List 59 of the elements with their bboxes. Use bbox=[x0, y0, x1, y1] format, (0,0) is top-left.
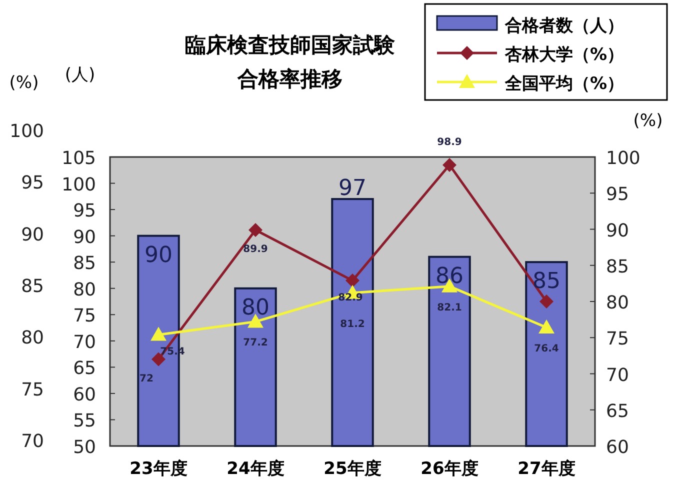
y-tick-label: 55 bbox=[73, 410, 96, 432]
y-tick-label: 70 bbox=[73, 332, 96, 353]
data-label: 90 bbox=[144, 242, 172, 268]
legend-label: 合格者数（人） bbox=[504, 16, 624, 36]
y-tick-label: 75 bbox=[73, 306, 96, 327]
data-label: 97 bbox=[338, 176, 366, 202]
point bbox=[538, 320, 554, 334]
y2-tick-label: 75 bbox=[606, 328, 629, 350]
data-label: 86 bbox=[436, 264, 464, 289]
y3-tick-label: 100 bbox=[10, 121, 44, 142]
y3-tick-label: 80 bbox=[21, 328, 44, 349]
point bbox=[248, 222, 262, 237]
y2-tick-label: 85 bbox=[606, 256, 629, 278]
data-label: 85 bbox=[532, 269, 560, 294]
chart-subtitle: 合格率推移 bbox=[236, 67, 342, 91]
y-tick-label: 90 bbox=[73, 226, 96, 248]
y2-axis-title: (%) bbox=[633, 111, 663, 131]
data-label: 77.2 bbox=[243, 338, 268, 349]
point bbox=[346, 274, 360, 288]
x-tick-label: 24年度 bbox=[226, 459, 284, 479]
y2-tick-label: 90 bbox=[606, 220, 629, 242]
x-tick-label: 27年度 bbox=[518, 459, 576, 479]
y2-tick-label: 70 bbox=[606, 364, 629, 386]
y-tick-label: 100 bbox=[62, 174, 96, 196]
legend-label: 杏林大学（%） bbox=[504, 45, 624, 65]
data-label: 81.2 bbox=[340, 318, 365, 330]
point bbox=[442, 158, 456, 172]
y3-tick-label: 70 bbox=[21, 431, 44, 452]
y2-tick-label: 60 bbox=[606, 437, 629, 458]
data-label: 72 bbox=[140, 373, 154, 384]
point bbox=[540, 294, 554, 308]
data-label: 98.9 bbox=[437, 136, 462, 148]
x-tick-label: 25年度 bbox=[324, 459, 382, 479]
y-tick-label: 80 bbox=[73, 279, 96, 300]
y2-tick-label: 65 bbox=[606, 400, 629, 422]
point bbox=[150, 326, 166, 341]
legend-label: 全国平均（%） bbox=[504, 74, 624, 94]
data-label: 82.1 bbox=[437, 302, 462, 314]
y-tick-label: 95 bbox=[73, 200, 96, 222]
y-tick-label: 50 bbox=[73, 437, 96, 458]
x-tick-label: 26年度 bbox=[420, 459, 478, 479]
x-tick-label: 23年度 bbox=[130, 459, 188, 479]
y-tick-label: 60 bbox=[73, 384, 96, 406]
y3-tick-label: 95 bbox=[21, 172, 44, 194]
data-label: 89.9 bbox=[243, 244, 268, 255]
chart-title: 臨床検査技師国家試験 bbox=[185, 33, 396, 57]
y3-tick-label: 75 bbox=[21, 379, 44, 400]
y3-tick-label: 85 bbox=[21, 276, 44, 297]
y-axis-title: (人) bbox=[64, 65, 96, 85]
y3-axis-title: (%) bbox=[9, 73, 39, 93]
y2-tick-label: 100 bbox=[606, 148, 640, 169]
y-tick-label: 105 bbox=[62, 148, 96, 169]
y2-tick-label: 95 bbox=[606, 184, 629, 206]
y-tick-label: 85 bbox=[73, 253, 96, 274]
y-tick-label: 65 bbox=[73, 358, 96, 380]
data-label: 76.4 bbox=[534, 344, 559, 355]
data-label: 80 bbox=[242, 295, 270, 320]
y2-tick-label: 80 bbox=[606, 292, 629, 314]
y3-tick-label: 90 bbox=[21, 224, 44, 246]
